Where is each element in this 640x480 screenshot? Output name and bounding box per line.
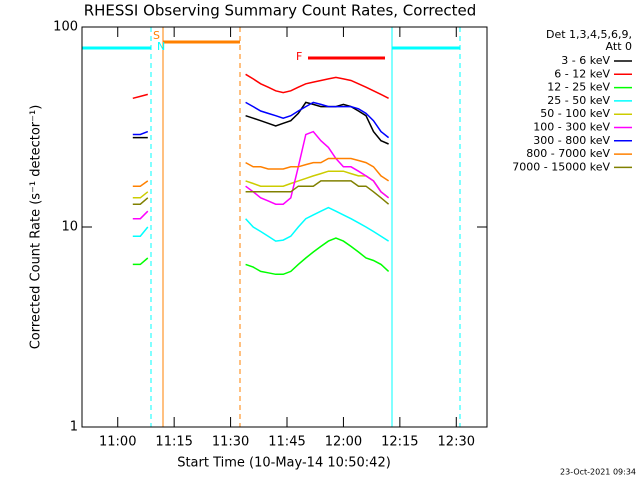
y-tick-label: 10: [61, 220, 78, 235]
footer: 23-Oct-2021 09:34: [560, 468, 636, 477]
series-line: [132, 101, 389, 145]
flags: [81, 27, 461, 427]
flag-label: N: [157, 40, 165, 53]
chart-title: RHESSI Observing Summary Count Rates, Co…: [84, 2, 477, 20]
series-line: [132, 237, 390, 276]
x-tick-label: 11:45: [268, 435, 305, 450]
legend-label: 800 - 7000 keV: [526, 147, 610, 160]
legend-label: 25 - 50 keV: [547, 94, 610, 107]
series-line: [132, 206, 390, 242]
series-line: [132, 73, 389, 100]
legend-label: 50 - 100 keV: [540, 107, 610, 120]
flag-label: F: [296, 50, 302, 63]
x-tick-label: 12:00: [325, 435, 362, 450]
y-tick-label: 100: [53, 20, 78, 35]
series-line: [132, 101, 390, 139]
legend-label: 7000 - 15000 keV: [512, 160, 610, 173]
series-line: [132, 130, 390, 220]
x-tick-label: 11:30: [212, 435, 249, 450]
plot-frame: [81, 26, 488, 428]
x-tick-label: 12:15: [381, 435, 418, 450]
series-line: [132, 170, 390, 199]
legend-label: 3 - 6 keV: [561, 54, 610, 67]
x-tick-label: 11:15: [155, 435, 192, 450]
x-tick-label: 11:00: [99, 435, 136, 450]
y-tick-label: 1: [70, 420, 78, 435]
y-axis-label: Corrected Count Rate (s⁻¹ detector⁻¹): [29, 105, 44, 350]
x-tick-label: 12:30: [438, 435, 475, 450]
flag-label: S: [153, 29, 160, 42]
legend-label: 6 - 12 keV: [554, 67, 610, 80]
legend-label: 12 - 25 keV: [547, 81, 610, 94]
legend-title: Att 0: [606, 40, 632, 53]
legend-label: 300 - 800 keV: [533, 134, 610, 147]
legend-title: Det 1,3,4,5,6,9,: [546, 28, 632, 41]
x-axis-label: Start Time (10-May-14 10:50:42): [177, 456, 391, 471]
series-line: [132, 157, 390, 187]
series-line: [132, 180, 390, 205]
legend-label: 100 - 300 keV: [533, 121, 610, 134]
